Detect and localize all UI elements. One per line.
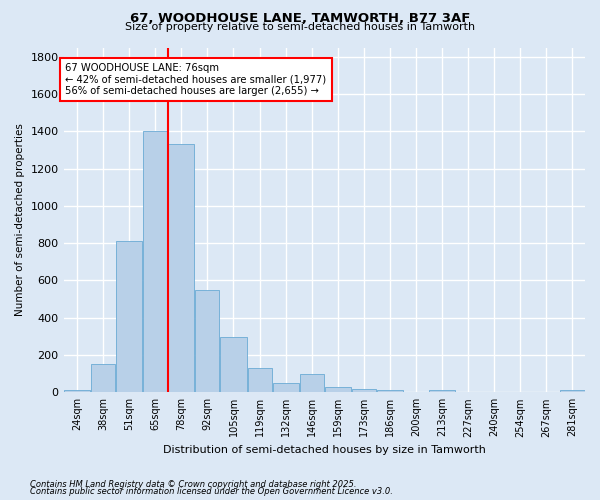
Bar bbox=[429, 390, 455, 392]
Text: 67, WOODHOUSE LANE, TAMWORTH, B77 3AF: 67, WOODHOUSE LANE, TAMWORTH, B77 3AF bbox=[130, 12, 470, 26]
Bar bbox=[220, 338, 247, 392]
Bar bbox=[272, 383, 299, 392]
Bar bbox=[325, 386, 351, 392]
Bar bbox=[143, 132, 167, 392]
Bar bbox=[169, 144, 194, 392]
Bar bbox=[377, 390, 403, 392]
Bar bbox=[116, 242, 142, 392]
Bar bbox=[196, 290, 220, 392]
Text: Size of property relative to semi-detached houses in Tamworth: Size of property relative to semi-detach… bbox=[125, 22, 475, 32]
Bar bbox=[560, 390, 584, 392]
Bar bbox=[64, 390, 90, 392]
Bar bbox=[352, 388, 376, 392]
Bar bbox=[299, 374, 324, 392]
Bar bbox=[248, 368, 272, 392]
Text: 67 WOODHOUSE LANE: 76sqm
← 42% of semi-detached houses are smaller (1,977)
56% o: 67 WOODHOUSE LANE: 76sqm ← 42% of semi-d… bbox=[65, 63, 326, 96]
X-axis label: Distribution of semi-detached houses by size in Tamworth: Distribution of semi-detached houses by … bbox=[163, 445, 486, 455]
Text: Contains public sector information licensed under the Open Government Licence v3: Contains public sector information licen… bbox=[30, 487, 393, 496]
Y-axis label: Number of semi-detached properties: Number of semi-detached properties bbox=[15, 124, 25, 316]
Bar bbox=[91, 364, 115, 392]
Text: Contains HM Land Registry data © Crown copyright and database right 2025.: Contains HM Land Registry data © Crown c… bbox=[30, 480, 356, 489]
